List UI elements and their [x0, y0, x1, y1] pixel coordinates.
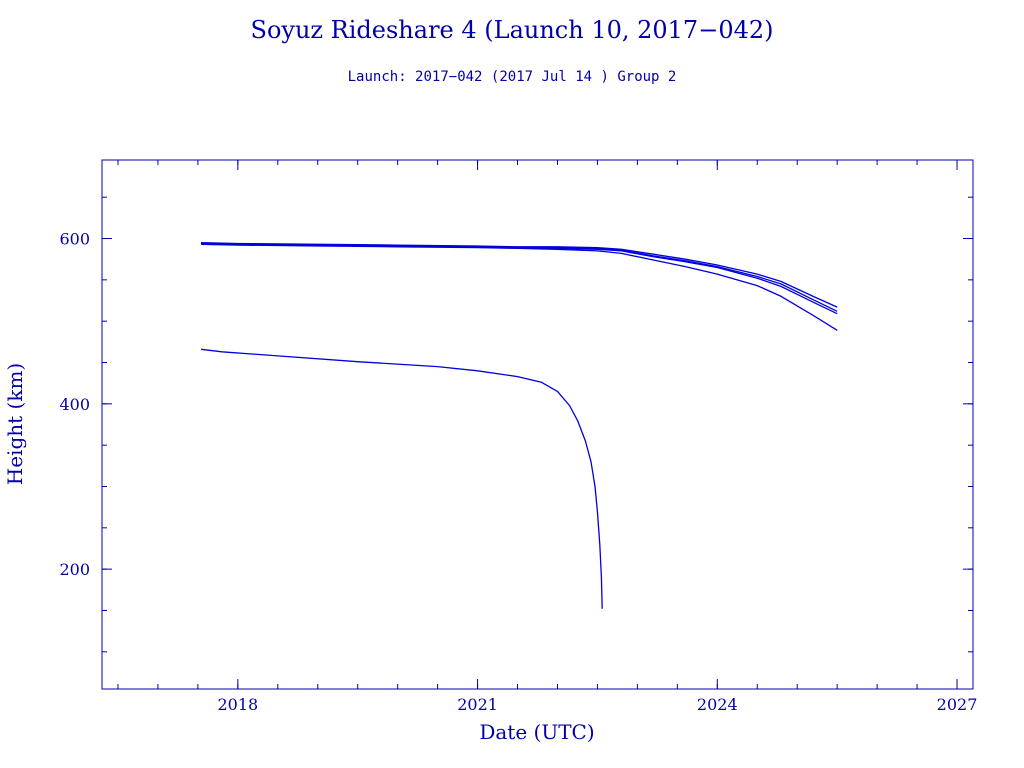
series-line-5	[201, 348, 603, 609]
chart-title: Soyuz Rideshare 4 (Launch 10, 2017−042)	[251, 16, 774, 44]
x-tick-label: 2027	[937, 695, 978, 714]
plot-frame	[101, 159, 974, 690]
series-line-2	[201, 242, 838, 312]
y-tick-label: 400	[59, 395, 90, 414]
series-line-3	[201, 242, 838, 315]
axis-tick-labels: 2018 2021 2024 2027 200 400 600	[59, 230, 977, 714]
series-line-4	[201, 243, 838, 331]
series-lines	[201, 242, 838, 609]
x-tick-label: 2024	[697, 695, 738, 714]
x-axis-label: Date (UTC)	[479, 720, 594, 744]
series-line-1	[201, 242, 838, 308]
x-tick-label: 2021	[457, 695, 498, 714]
chart-subtitle: Launch: 2017−042 (2017 Jul 14 ) Group 2	[348, 69, 677, 85]
axis-ticks	[102, 160, 973, 689]
y-axis-label: Height (km)	[3, 363, 27, 485]
y-tick-label: 200	[59, 560, 90, 579]
y-tick-label: 600	[59, 230, 90, 249]
x-tick-label: 2018	[217, 695, 258, 714]
